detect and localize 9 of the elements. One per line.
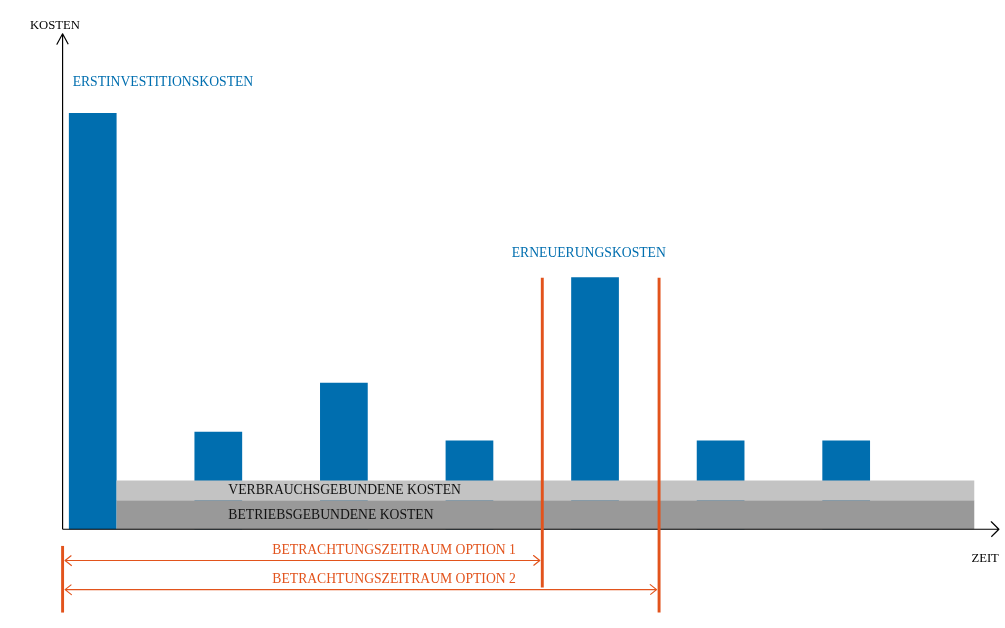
text: ERSTINVESTITIONSKOSTEN bbox=[72, 73, 254, 89]
text: KOSTEN bbox=[29, 18, 80, 33]
band-label: VERBRAUCHSGEBUNDENE KOSTEN bbox=[228, 482, 462, 498]
annotation: ERNEUERUNGSKOSTEN bbox=[511, 245, 666, 261]
band-label: BETRIEBSGEBUNDENE KOSTEN bbox=[228, 506, 434, 522]
text: BETRACHTUNGSZEITRAUM OPTION 2 bbox=[272, 571, 516, 587]
bar bbox=[68, 112, 117, 530]
text: BETRACHTUNGSZEITRAUM OPTION 1 bbox=[272, 542, 516, 558]
x-axis-title: ZEIT bbox=[971, 551, 1000, 566]
